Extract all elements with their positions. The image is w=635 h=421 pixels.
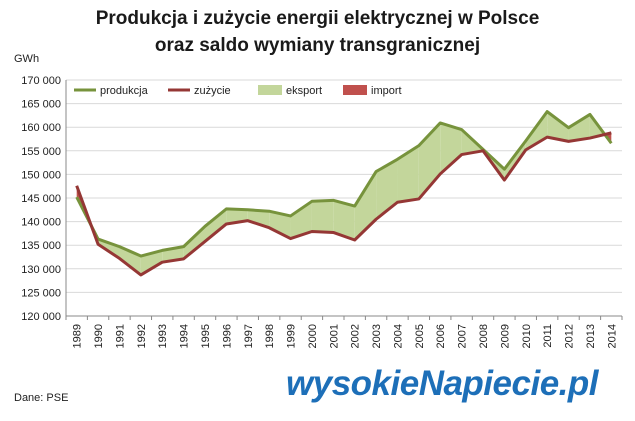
x-tick-label: 2001 <box>328 324 340 348</box>
legend-swatch <box>258 85 282 95</box>
legend-label: eksport <box>286 85 322 97</box>
x-tick-label: 2000 <box>307 324 319 348</box>
y-tick-labels: 120 000 125 000 130 000 135 000 140 000 145 0… <box>21 75 61 323</box>
x-tick-label: 1994 <box>179 324 191 348</box>
x-tick-label: 2014 <box>606 324 618 348</box>
legend-swatch <box>343 85 367 95</box>
export-area <box>290 201 312 239</box>
data-source-note: Dane: PSE <box>14 392 69 404</box>
x-tick-label: 1999 <box>286 324 298 348</box>
y-tick-label: 165 000 <box>21 99 61 111</box>
export-area <box>269 211 291 239</box>
x-tick-label: 2002 <box>350 324 362 348</box>
site-logo[interactable]: wysokieNapiecie.pl <box>286 364 598 403</box>
x-tick-label: 2008 <box>478 324 490 348</box>
x-tick-label: 1990 <box>93 324 105 348</box>
y-tick-label: 140 000 <box>21 217 61 229</box>
x-tick-label: 2007 <box>457 324 469 348</box>
x-tick-label: 1998 <box>264 324 276 348</box>
x-tick-label: 1989 <box>72 324 84 348</box>
export-area <box>440 122 462 174</box>
x-tick-label: 2013 <box>585 324 597 348</box>
y-tick-label: 160 000 <box>21 122 61 134</box>
export-area <box>333 200 355 241</box>
legend-label: import <box>371 85 402 97</box>
axes <box>65 80 623 320</box>
y-tick-label: 170 000 <box>21 75 61 87</box>
export-area <box>247 209 270 228</box>
y-tick-label: 150 000 <box>21 169 61 181</box>
y-tick-label: 155 000 <box>21 146 61 158</box>
y-tick-label: 125 000 <box>21 287 61 299</box>
x-tick-label: 2011 <box>542 324 554 348</box>
export-area <box>568 114 590 142</box>
export-area <box>205 208 227 242</box>
chart-title-line2: oraz saldo wymiany transgranicznej <box>154 35 481 56</box>
legend-label: produkcja <box>100 85 149 97</box>
y-tick-label: 145 000 <box>21 193 61 205</box>
y-tick-label: 135 000 <box>21 240 61 252</box>
chart-title-line1: Produkcja i zużycie energii elektrycznej… <box>95 8 540 29</box>
x-tick-label: 2004 <box>392 324 404 348</box>
export-area <box>311 200 334 233</box>
export-area <box>547 111 569 142</box>
gridlines <box>66 79 622 317</box>
x-tick-labels: 1989 1990 1991 1992 1993 1994 1995 1996 1997 1998… <box>72 324 619 348</box>
y-tick-label: 130 000 <box>21 264 61 276</box>
x-tick-label: 2009 <box>499 324 511 348</box>
x-tick-label: 1997 <box>243 324 255 348</box>
x-tick-label: 1995 <box>200 324 212 348</box>
x-tick-label: 1996 <box>221 324 233 348</box>
x-tick-label: 2003 <box>371 324 383 348</box>
series-line-produkcja <box>75 110 613 258</box>
export-area <box>376 159 398 220</box>
x-tick-label: 1991 <box>114 324 126 348</box>
legend-label: zużycie <box>194 85 231 97</box>
y-axis-unit: GWh <box>14 53 39 65</box>
series-lines <box>75 110 613 277</box>
series-line-zuzycie <box>75 131 612 277</box>
x-tick-label: 1992 <box>136 324 148 348</box>
x-tick-label: 2005 <box>414 324 426 348</box>
legend: produkcja zużycie eksport import <box>74 85 402 97</box>
x-tick-label: 2006 <box>435 324 447 348</box>
export-area <box>183 226 205 259</box>
x-tick-label: 2010 <box>521 324 533 348</box>
export-area <box>397 145 419 203</box>
export-area <box>140 250 163 275</box>
x-tick-label: 1993 <box>157 324 169 348</box>
x-tick-label: 2012 <box>564 324 576 348</box>
y-tick-label: 120 000 <box>21 311 61 323</box>
